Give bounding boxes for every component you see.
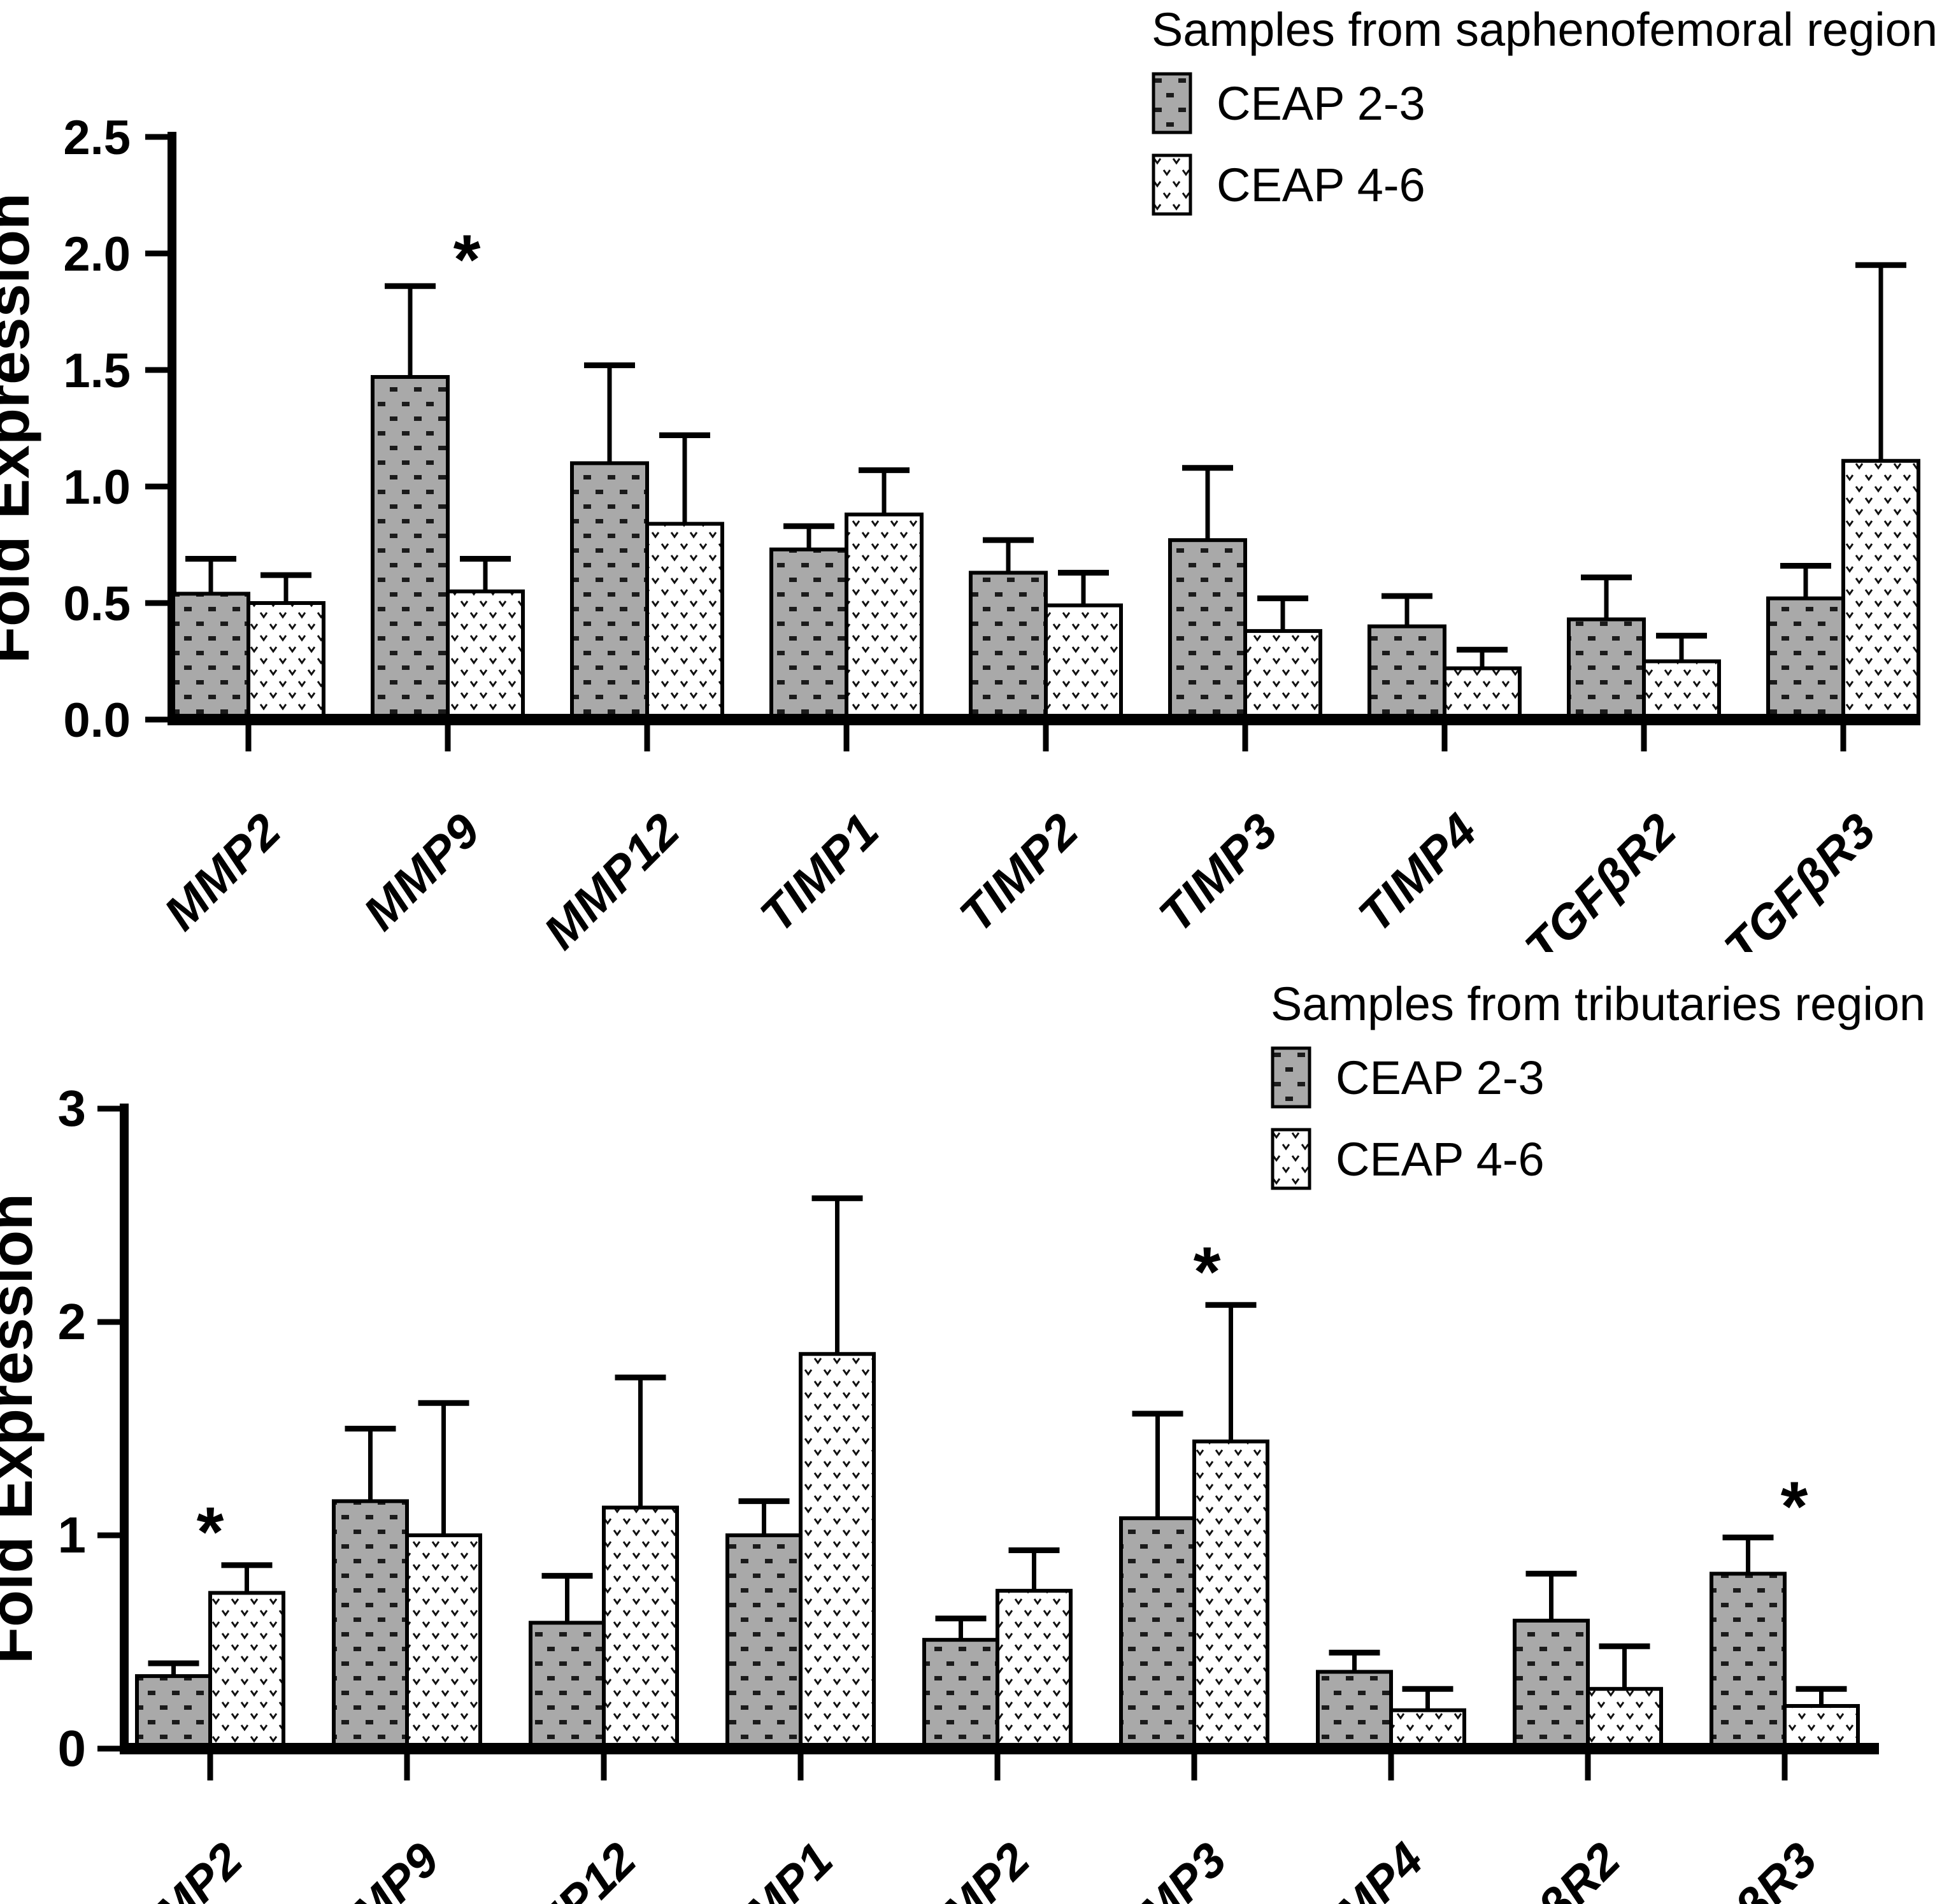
significance-star: * xyxy=(197,1493,224,1572)
x-category-label: MMP2 xyxy=(154,804,291,941)
legend-label-ceap46: CEAP 4-6 xyxy=(1336,1132,1545,1186)
legend-title: Samples from saphenofemoral region xyxy=(1152,3,1935,56)
bar-ceap23 xyxy=(332,1499,409,1751)
x-category-label: TGFβR3 xyxy=(1714,804,1886,952)
legend-label-ceap46: CEAP 4-6 xyxy=(1217,158,1425,211)
x-category-label: TIMP2 xyxy=(950,804,1089,942)
significance-star: * xyxy=(1781,1467,1808,1545)
ceap23-swatch-icon xyxy=(1152,72,1192,134)
bar-ceap46 xyxy=(1783,1704,1860,1751)
bar-ceap46 xyxy=(602,1505,679,1751)
bar-ceap46 xyxy=(1192,1439,1269,1751)
y-tick-label: 1.0 xyxy=(63,460,131,515)
bar-ceap46 xyxy=(1841,458,1920,721)
bar-ceap23 xyxy=(1119,1516,1196,1751)
bar-ceap46 xyxy=(246,601,325,721)
x-category-label: TGFβR3 xyxy=(1655,1833,1827,1904)
bar-ceap23 xyxy=(1316,1670,1393,1751)
chart-saphenofemoral: 0.0 0.5 1.0 1.5 2.0 2.5 Fold Expression MMP2 MMP… xyxy=(0,111,1920,952)
x-category-label: TIMP4 xyxy=(1348,804,1487,942)
bar-ceap23 xyxy=(1513,1619,1590,1751)
chart-tributaries: 0 1 2 3 Fold Expression MMP2 MMP9 MMP12 TIMP1 TIM… xyxy=(0,1080,1879,1904)
x-category-label: TIMP2 xyxy=(901,1833,1040,1904)
bar-ceap46 xyxy=(208,1591,285,1751)
bar-ceap23 xyxy=(969,571,1048,721)
significance-star: * xyxy=(1194,1233,1221,1311)
bar-ceap23 xyxy=(1710,1572,1787,1751)
bar-ceap23 xyxy=(1367,624,1446,721)
bar-ceap46 xyxy=(1243,629,1322,721)
legend-label-ceap23: CEAP 2-3 xyxy=(1217,76,1425,130)
x-category-label: TIMP3 xyxy=(1149,804,1288,942)
bar-ceap23 xyxy=(570,461,649,722)
x-category-label: MMP12 xyxy=(490,1833,646,1904)
y-tick-label: 2.0 xyxy=(63,227,131,281)
x-category-label: MMP12 xyxy=(534,804,690,952)
y-tick-label: 0 xyxy=(58,1720,87,1777)
bar-ceap46 xyxy=(446,589,525,722)
x-category-label: TIMP3 xyxy=(1098,1833,1237,1904)
ceap46-swatch-icon xyxy=(1271,1128,1311,1190)
y-tick-label: 2 xyxy=(58,1293,87,1350)
x-category-label: MMP2 xyxy=(116,1833,253,1904)
legend-entry-ceap46: CEAP 4-6 xyxy=(1152,153,1935,216)
bar-ceap46 xyxy=(1443,666,1522,721)
bar-ceap46 xyxy=(1044,603,1123,721)
x-category-label: TGFβR2 xyxy=(1459,1833,1631,1904)
bar-ceap23 xyxy=(1168,538,1247,721)
bar-ceap23 xyxy=(171,592,250,721)
y-tick-label: 2.5 xyxy=(63,111,131,165)
ceap23-swatch-icon xyxy=(1271,1046,1311,1109)
y-tick-label: 1.5 xyxy=(63,344,131,398)
bar-ceap23 xyxy=(922,1638,999,1751)
bar-ceap46 xyxy=(1586,1687,1663,1751)
y-axis-title: Fold Expression xyxy=(0,1193,45,1664)
bar-ceap46 xyxy=(799,1352,876,1751)
x-category-label: TGFβR2 xyxy=(1515,804,1687,952)
x-category-label: TIMP1 xyxy=(750,804,889,942)
legend-saphenofemoral: Samples from saphenofemoral region CEAP … xyxy=(1152,4,1935,216)
y-tick-label: 3 xyxy=(58,1080,87,1137)
significance-star: * xyxy=(453,221,481,299)
bar-ceap23 xyxy=(135,1674,212,1751)
legend-tributaries: Samples from tributaries region CEAP 2-3… xyxy=(1271,978,1925,1190)
bar-ceap46 xyxy=(996,1589,1073,1751)
legend-title: Samples from tributaries region xyxy=(1271,977,1926,1030)
y-tick-label: 0.0 xyxy=(63,693,131,748)
bar-ceap46 xyxy=(645,522,724,721)
bar-ceap23 xyxy=(1766,596,1845,721)
x-category-label: TIMP1 xyxy=(704,1833,843,1904)
bar-ceap46 xyxy=(1642,659,1721,721)
bar-ceap23 xyxy=(1567,617,1646,721)
y-axis-title: Fold Expression xyxy=(0,193,42,664)
bar-ceap23 xyxy=(725,1533,803,1751)
bar-ceap23 xyxy=(371,374,450,721)
bar-ceap46 xyxy=(405,1533,482,1751)
legend-entry-ceap46: CEAP 4-6 xyxy=(1271,1128,1925,1190)
legend-label-ceap23: CEAP 2-3 xyxy=(1336,1051,1545,1104)
bar-ceap23 xyxy=(529,1621,606,1751)
bar-ceap46 xyxy=(845,512,924,721)
bar-ceap46 xyxy=(1389,1708,1466,1751)
x-category-label: TIMP4 xyxy=(1295,1833,1434,1904)
x-category-label: MMP9 xyxy=(353,804,490,941)
x-category-label: MMP9 xyxy=(313,1833,450,1904)
y-tick-label: 1 xyxy=(58,1507,87,1563)
legend-entry-ceap23: CEAP 2-3 xyxy=(1152,72,1935,134)
ceap46-swatch-icon xyxy=(1152,153,1192,216)
y-tick-label: 0.5 xyxy=(63,577,131,631)
legend-entry-ceap23: CEAP 2-3 xyxy=(1271,1046,1925,1109)
bar-ceap23 xyxy=(769,547,848,721)
